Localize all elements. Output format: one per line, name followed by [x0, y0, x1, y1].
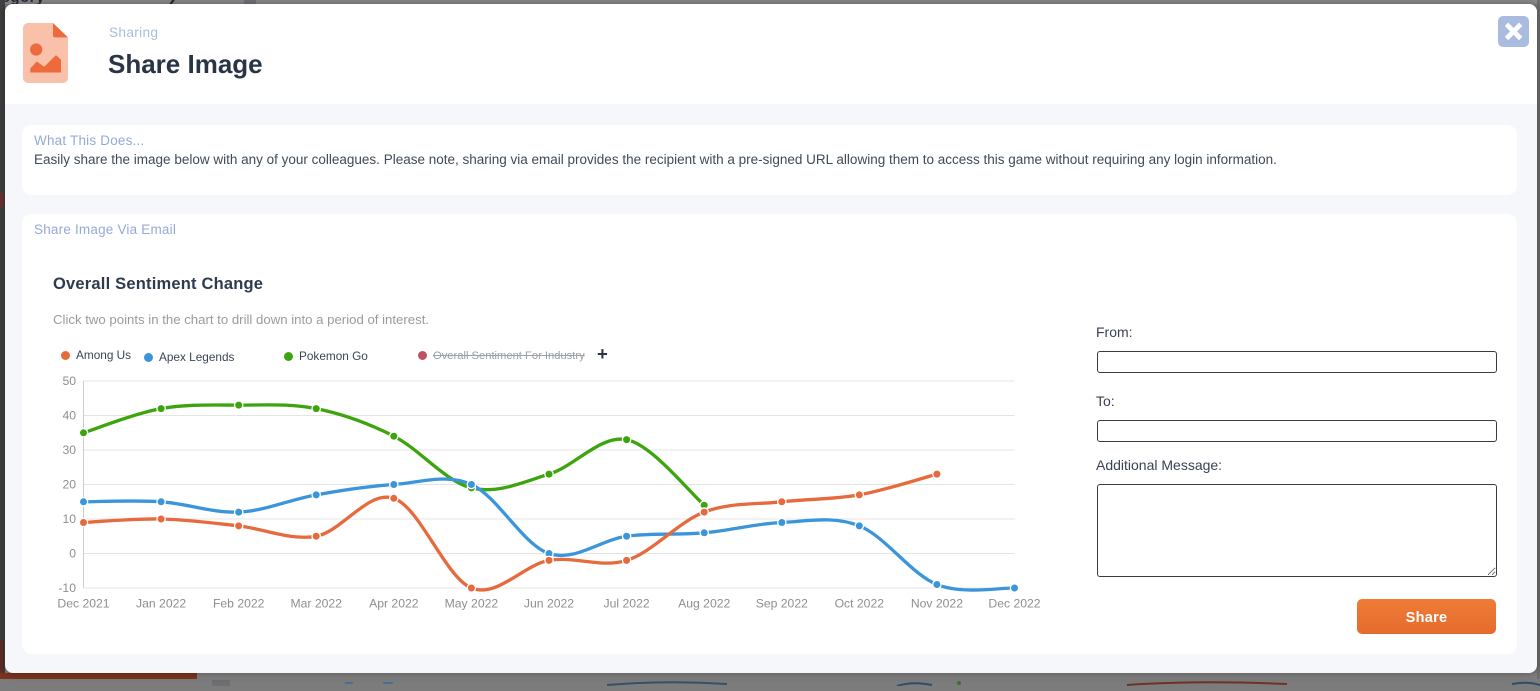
svg-text:Aug 2022: Aug 2022: [678, 597, 730, 611]
svg-text:Dec 2021: Dec 2021: [57, 597, 109, 611]
svg-text:Sep 2022: Sep 2022: [756, 597, 808, 611]
svg-text:50: 50: [62, 374, 76, 388]
svg-text:Apr 2022: Apr 2022: [369, 597, 419, 611]
svg-text:Oct 2022: Oct 2022: [835, 597, 885, 611]
svg-text:-10: -10: [58, 581, 76, 595]
svg-text:Dec 2022: Dec 2022: [988, 597, 1040, 611]
svg-text:May 2022: May 2022: [445, 597, 499, 611]
svg-text:Jan 2022: Jan 2022: [136, 597, 186, 611]
svg-text:40: 40: [62, 409, 76, 423]
svg-text:Jul 2022: Jul 2022: [604, 597, 650, 611]
svg-text:Mar 2022: Mar 2022: [290, 597, 342, 611]
svg-text:20: 20: [62, 478, 76, 492]
svg-text:0: 0: [69, 547, 76, 561]
svg-text:10: 10: [62, 512, 76, 526]
svg-text:Feb 2022: Feb 2022: [213, 597, 265, 611]
svg-text:Jun 2022: Jun 2022: [524, 597, 574, 611]
svg-text:Nov 2022: Nov 2022: [911, 597, 963, 611]
svg-text:30: 30: [62, 443, 76, 457]
